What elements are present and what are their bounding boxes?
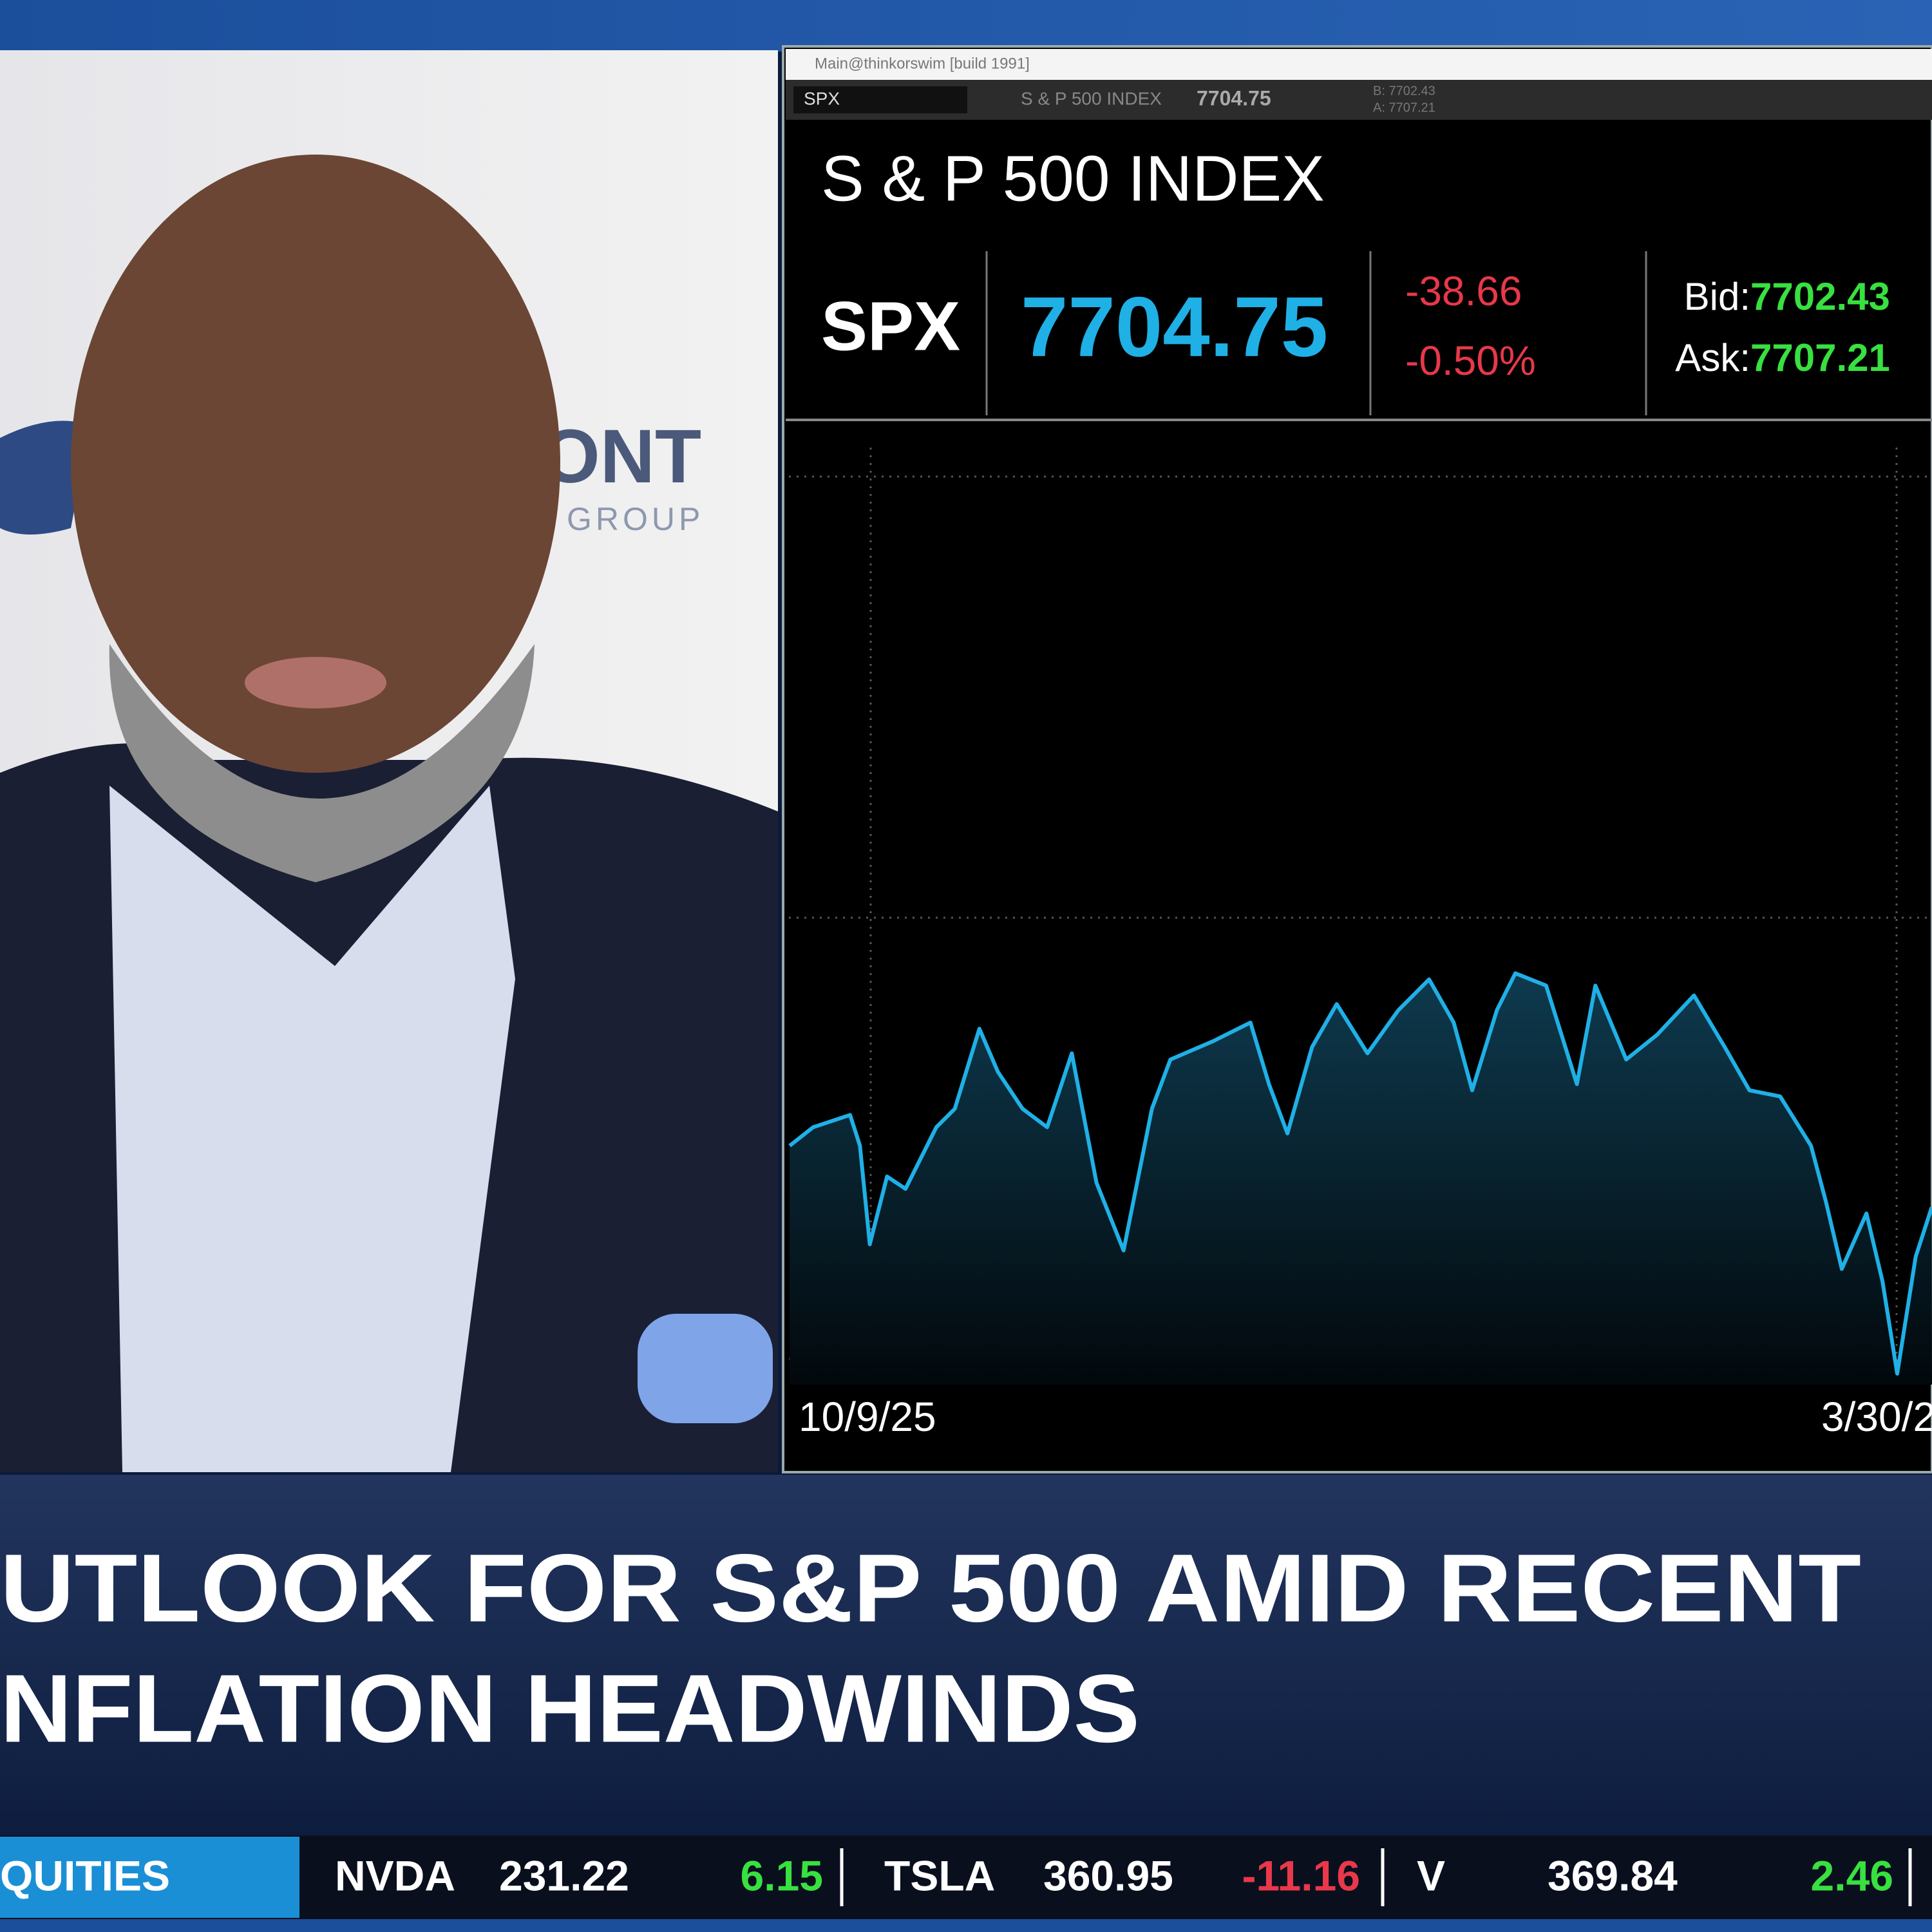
quote-change: -38.66 xyxy=(1405,268,1522,314)
video-panel: ONT GROUP xyxy=(0,50,778,1472)
toolbar-ask: A: 7707.21 xyxy=(1373,100,1435,115)
ticker-change: 6.15 xyxy=(741,1852,823,1899)
pocket-square xyxy=(638,1314,773,1423)
quote-symbol: SPX xyxy=(821,287,960,365)
headline-line: NFLATION HEADWINDS xyxy=(0,1654,1140,1763)
bid-label: Bid: xyxy=(1684,275,1750,318)
price-line xyxy=(788,971,1932,1376)
bid-value: 7702.43 xyxy=(1750,275,1890,318)
bottom-strip xyxy=(0,1919,1932,1932)
title-bar xyxy=(786,49,1932,80)
ask-label: Ask: xyxy=(1675,336,1750,379)
ticker-price: 369.84 xyxy=(1548,1852,1678,1899)
ticker: QUITIES NVDA 231.22 6.15 TSLA 360.95 -11… xyxy=(0,1835,1932,1919)
headline-band xyxy=(0,1475,1932,1835)
headline-line: UTLOOK FOR S&P 500 AMID RECENT xyxy=(0,1534,1861,1642)
ticker-section: QUITIES xyxy=(0,1852,170,1899)
symbol-box xyxy=(793,86,967,113)
window-title: Main@thinkorswim [build 1991] xyxy=(815,55,1030,72)
top-bar xyxy=(0,0,1932,52)
x-label: 10/9/25 xyxy=(799,1394,936,1440)
ticker-change: 2.46 xyxy=(1811,1852,1893,1899)
mouth xyxy=(245,657,386,708)
quote-last: 7704.75 xyxy=(1021,279,1328,374)
beard xyxy=(109,644,535,882)
quote-name: S & P 500 INDEX xyxy=(821,142,1325,214)
chart-grid xyxy=(789,448,1932,1385)
ticker-section-box xyxy=(0,1837,299,1918)
toolbar xyxy=(786,80,1932,120)
toolbar-name: S & P 500 INDEX xyxy=(1021,88,1162,108)
ticker-price: 231.22 xyxy=(499,1852,629,1899)
logo-tagline: GROUP xyxy=(567,501,704,537)
logo-text: ONT xyxy=(541,414,701,499)
x-label: 3/30/2 xyxy=(1821,1394,1932,1440)
head xyxy=(71,155,560,773)
quote-percent: -0.50% xyxy=(1405,337,1536,384)
ticker-bar xyxy=(0,1835,1932,1919)
ticker-symbol: TSLA xyxy=(884,1852,995,1899)
toolbar-symbol: SPX xyxy=(804,88,840,108)
ask-value: 7707.21 xyxy=(1750,336,1890,379)
ticker-symbol: NVDA xyxy=(335,1852,455,1899)
ticker-change: -11.16 xyxy=(1242,1852,1361,1899)
ticker-symbol: V xyxy=(1417,1852,1445,1899)
toolbar-last: 7704.75 xyxy=(1197,86,1271,109)
trading-window: Main@thinkorswim [build 1991] SPX S & P … xyxy=(782,45,1932,1473)
ticker-price: 360.95 xyxy=(1043,1852,1173,1899)
shirt xyxy=(109,786,515,1472)
toolbar-bid: B: 7702.43 xyxy=(1373,84,1435,98)
logo-mark xyxy=(0,421,90,535)
